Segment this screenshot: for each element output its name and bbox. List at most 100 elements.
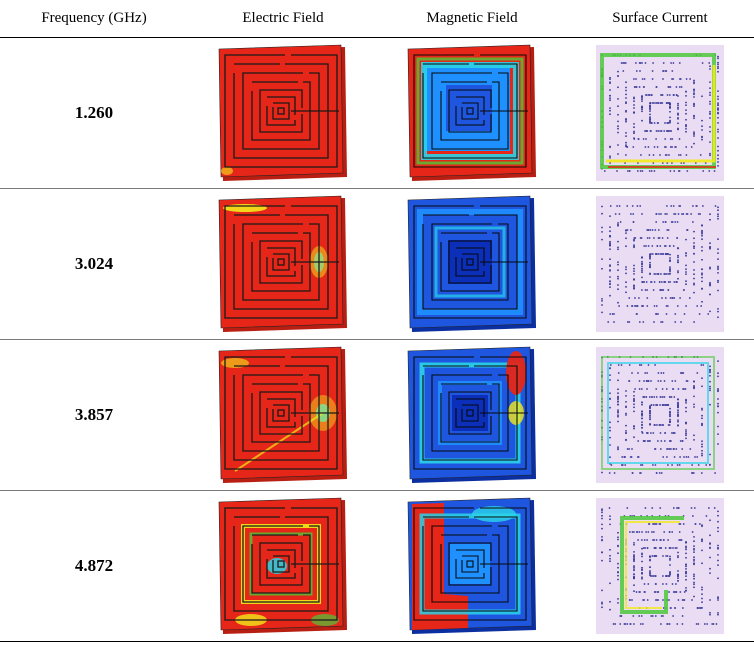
current-dot: [668, 599, 670, 601]
current-dot: [717, 107, 719, 110]
current-dot: [609, 367, 611, 370]
current-dot: [693, 135, 695, 137]
current-dot: [673, 396, 676, 398]
current-dot: [633, 575, 635, 578]
current-dot: [625, 101, 627, 103]
current-dot: [683, 313, 686, 315]
current-dot: [601, 511, 603, 514]
current-dot: [609, 421, 611, 424]
current-dot: [701, 440, 703, 443]
current-dot: [665, 305, 668, 307]
electric-field-image: [188, 339, 378, 491]
current-dot: [609, 374, 611, 376]
current-dot: [644, 130, 646, 132]
current-dot: [685, 564, 687, 566]
current-dot: [676, 464, 679, 466]
current-dot: [601, 231, 603, 233]
current-dot: [667, 404, 670, 406]
current-dot: [649, 571, 651, 574]
current-dot: [633, 273, 635, 275]
current-dot: [673, 281, 676, 283]
current-dot: [685, 305, 687, 307]
current-dot: [717, 128, 719, 131]
current-dot: [664, 432, 666, 434]
current-dot: [601, 606, 603, 609]
current-dot: [670, 396, 673, 398]
current-dot: [635, 591, 638, 593]
current-dot: [668, 424, 671, 426]
current-dot: [632, 221, 635, 223]
current-dot: [609, 248, 611, 250]
current-dot: [694, 162, 697, 164]
spiral-slots: [413, 54, 528, 168]
current-dot: [654, 583, 657, 585]
current-dot: [609, 397, 611, 400]
current-dot: [617, 125, 619, 128]
current-dot: [601, 602, 603, 605]
table-row: 4.872: [0, 490, 754, 642]
current-dot: [668, 591, 670, 593]
current-dot: [652, 62, 654, 64]
current-dot: [669, 564, 671, 566]
current-dot: [617, 98, 619, 100]
current-dot: [709, 365, 711, 368]
current-dot: [717, 577, 719, 580]
current-dot: [679, 205, 682, 207]
current-dot: [617, 131, 619, 134]
current-dot: [676, 221, 679, 223]
current-dot: [641, 531, 643, 533]
surface-current-image: [566, 339, 754, 491]
current-dot: [653, 170, 656, 172]
current-dot: [625, 229, 627, 231]
current-dot: [717, 109, 719, 111]
current-dot: [680, 86, 683, 88]
current-dot: [717, 388, 719, 390]
current-dot: [649, 570, 651, 572]
current-dot: [677, 404, 679, 407]
current-dot: [685, 546, 687, 549]
current-dot: [677, 573, 679, 576]
current-dot: [638, 364, 641, 366]
frequency-value: 3.857: [0, 339, 188, 491]
current-dot: [696, 372, 699, 374]
current-dot: [654, 575, 657, 577]
current-dot: [668, 94, 671, 96]
current-dot: [609, 76, 611, 79]
current-dot: [709, 81, 711, 83]
current-dot: [641, 424, 643, 426]
current-dot: [693, 105, 695, 107]
current-dot: [662, 372, 665, 374]
current-dot: [693, 387, 695, 390]
current-dot: [658, 424, 661, 426]
current-dot: [648, 396, 651, 398]
current-dot: [689, 448, 692, 450]
current-dot: [646, 305, 649, 307]
current-dot: [636, 170, 639, 172]
current-dot: [664, 404, 667, 406]
current-dot: [693, 92, 695, 95]
current-dot: [617, 552, 619, 555]
current-dot: [635, 62, 637, 64]
current-dot: [625, 412, 627, 415]
current-dot: [678, 62, 681, 64]
current-dot: [625, 405, 627, 408]
current-dot: [693, 573, 695, 576]
current-dot: [669, 411, 671, 414]
current-dot: [663, 440, 666, 442]
current-dot: [632, 146, 635, 148]
current-dot: [609, 155, 611, 158]
current-dot: [717, 95, 719, 98]
current-dot: [617, 379, 619, 382]
current-dot: [685, 578, 687, 581]
current-dot: [657, 380, 660, 382]
current-dot: [617, 598, 619, 600]
current-dot: [660, 372, 663, 374]
current-dot: [683, 162, 685, 164]
current-dot: [677, 254, 679, 257]
current-dot: [633, 406, 635, 409]
current-dot: [617, 420, 619, 423]
current-dot: [709, 534, 711, 537]
current-dot: [669, 572, 671, 575]
current-dot: [709, 117, 711, 119]
current-dot: [677, 556, 679, 559]
